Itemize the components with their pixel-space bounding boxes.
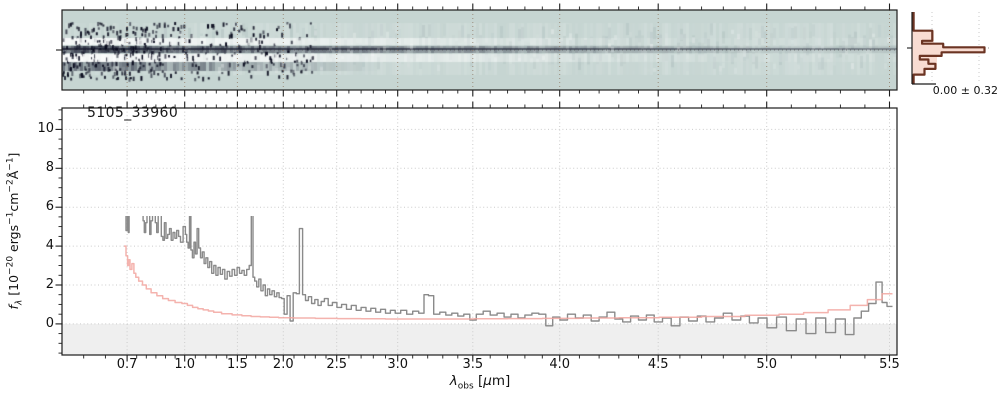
x-tick-label: 0.7 [116,357,138,372]
y-tick-label: 0 [45,315,54,331]
x-tick-label: 1.5 [227,357,248,372]
x-tick-label: 2.0 [272,357,294,372]
x-tick-label: 5.5 [879,357,900,372]
y-tick-label: 6 [45,199,54,215]
x-tick-label: 3.5 [462,357,484,372]
x-tick-label: 4.5 [647,357,669,372]
x-axis-label: λobs [μm] [449,373,511,392]
y-axis-symbol: f [5,305,21,310]
y-tick-label: 10 [37,121,54,137]
x-tick-label: 3.0 [387,357,408,372]
source-id-label: 5105_33960 [87,105,179,121]
x-tick-label: 2.5 [326,357,348,372]
x-tick-label: 1.0 [174,357,196,372]
y-tick-label: 8 [45,160,54,176]
x-axis-symbol: λ [449,373,458,389]
profile-stat-label: 0.00 ± 0.32 [932,84,998,97]
spectrum-2d-image [62,10,897,90]
y-tick-label: 2 [45,276,54,292]
y-tick-label: 4 [45,238,54,254]
x-tick-label: 5.0 [756,357,778,372]
x-tick-label: 4.0 [549,357,570,372]
